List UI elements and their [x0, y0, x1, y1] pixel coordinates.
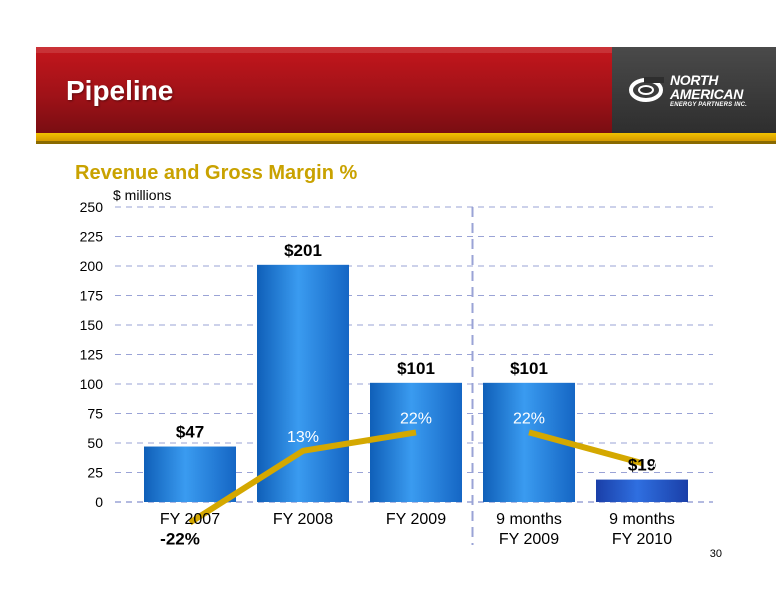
bar-value-label: $19	[628, 456, 656, 475]
y-tick-label: 125	[80, 347, 104, 363]
bar-value-label: $101	[510, 359, 548, 378]
page-number: 30	[709, 548, 722, 560]
logo-line-3: ENERGY PARTNERS INC.	[670, 102, 748, 108]
y-tick-label: 250	[80, 199, 104, 215]
y-tick-label: 50	[87, 435, 103, 451]
slide-title: Pipeline	[66, 75, 174, 106]
revenue-bar	[596, 479, 688, 502]
revenue-bar	[144, 446, 236, 502]
header-gold-bar	[36, 133, 776, 141]
company-logo: NORTH AMERICAN ENERGY PARTNERS INC.	[612, 47, 776, 133]
x-category-label: FY 2009	[386, 511, 446, 528]
margin-percent-label: 7%	[650, 454, 673, 471]
revenue-bar	[257, 264, 349, 502]
chart-title: Revenue and Gross Margin %	[75, 162, 358, 184]
x-category-label: 9 months	[609, 511, 675, 528]
y-tick-label: 75	[87, 406, 103, 422]
margin-percent-label: 13%	[287, 429, 319, 446]
gross-margin-line	[188, 429, 417, 526]
header-gold-bar-shadow	[36, 141, 776, 144]
x-category-label: 9 months	[496, 511, 562, 528]
swirl-logo-icon	[629, 77, 664, 102]
logo-text: NORTH AMERICAN ENERGY PARTNERS INC.	[670, 73, 747, 109]
y-tick-label: 100	[80, 376, 104, 392]
x-category-label: FY 2008	[273, 511, 333, 528]
y-tick-label: 150	[80, 317, 104, 333]
y-tick-label: 200	[80, 258, 104, 274]
margin-percent-label: -22%	[160, 530, 200, 549]
logo-line-1: NORTH	[670, 72, 719, 88]
x-category-label: FY 2010	[612, 531, 672, 548]
revenue-bar	[370, 382, 462, 502]
logo-line-2: AMERICAN	[670, 86, 744, 102]
bar-value-label: $47	[176, 423, 204, 442]
gross-margin-line	[528, 429, 643, 467]
y-tick-label: 0	[95, 494, 103, 510]
x-category-label: FY 2009	[499, 531, 559, 548]
y-axis-unit-label: $ millions	[113, 187, 172, 203]
bar-value-label: $101	[397, 359, 435, 378]
y-tick-label: 25	[87, 465, 103, 481]
x-category-label: FY 2007	[160, 511, 220, 528]
bar-value-label: $201	[284, 241, 322, 260]
y-tick-label: 175	[80, 288, 104, 304]
margin-percent-label: 22%	[513, 410, 545, 427]
slide-header: Pipeline NORTH AMERICAN ENERGY PARTNERS …	[36, 47, 776, 133]
y-tick-label: 225	[80, 229, 104, 245]
header-highlight	[36, 47, 776, 53]
margin-percent-label: 22%	[400, 410, 432, 427]
